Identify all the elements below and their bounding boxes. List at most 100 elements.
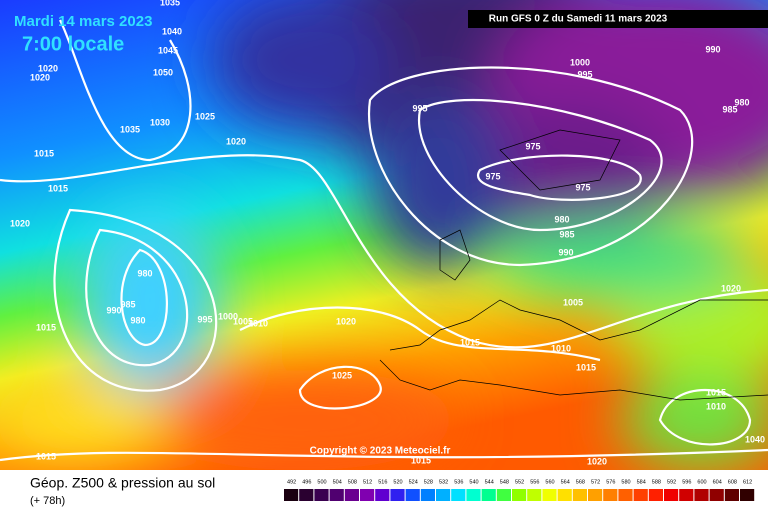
map-field bbox=[0, 0, 768, 470]
isobar-label: 980 bbox=[734, 97, 749, 107]
scale-label: 588 bbox=[652, 479, 661, 485]
scale-label: 600 bbox=[697, 479, 706, 485]
scale-label: 576 bbox=[606, 479, 615, 485]
isobar-label: 1015 bbox=[460, 337, 480, 347]
scale-swatch bbox=[679, 489, 694, 501]
scale-label: 504 bbox=[333, 479, 342, 485]
isobar-label: 985 bbox=[559, 229, 574, 239]
isobar-label: 1005 bbox=[233, 316, 253, 326]
isobar-label: 975 bbox=[575, 182, 590, 192]
scale-label: 592 bbox=[667, 479, 676, 485]
scale-swatch bbox=[390, 489, 405, 501]
scale-label: 556 bbox=[530, 479, 539, 485]
isobar-label: 1025 bbox=[195, 111, 215, 121]
isobar-label: 1020 bbox=[226, 136, 246, 146]
scale-label: 540 bbox=[469, 479, 478, 485]
scale-swatch bbox=[633, 489, 648, 501]
scale-label: 548 bbox=[500, 479, 509, 485]
scale-swatch bbox=[299, 489, 314, 501]
scale-label: 580 bbox=[621, 479, 630, 485]
isobar-label: 1010 bbox=[551, 343, 571, 353]
scale-swatch bbox=[557, 489, 572, 501]
isobars bbox=[0, 19, 768, 462]
run-info: Run GFS 0 Z du Samedi 11 mars 2023 bbox=[489, 14, 668, 25]
scale-label: 552 bbox=[515, 479, 524, 485]
scale-swatch bbox=[724, 489, 739, 501]
scale-swatch bbox=[466, 489, 481, 501]
scale-swatch bbox=[664, 489, 679, 501]
scale-label: 500 bbox=[317, 479, 326, 485]
scale-swatch bbox=[481, 489, 496, 501]
isobar-label: 975 bbox=[525, 141, 540, 151]
isobar-label: 1035 bbox=[120, 124, 140, 134]
scale-label: 512 bbox=[363, 479, 372, 485]
isobar-label: 980 bbox=[130, 315, 145, 325]
isobar-label: 1010 bbox=[248, 318, 268, 328]
isobar-label: 980 bbox=[137, 268, 152, 278]
isobar-label: 1015 bbox=[576, 362, 596, 372]
isobar-label: 1040 bbox=[745, 434, 765, 444]
isobar-label: 1025 bbox=[332, 370, 352, 380]
isobar-label: 985 bbox=[722, 104, 737, 114]
isobar-label: 1015 bbox=[706, 387, 726, 397]
scale-swatch bbox=[496, 489, 511, 501]
scale-swatch bbox=[648, 489, 663, 501]
isobar-label: 1000 bbox=[570, 57, 590, 67]
scale-label: 492 bbox=[287, 479, 296, 485]
copyright: Copyright © 2023 Meteociel.fr bbox=[310, 446, 451, 457]
scale-label: 584 bbox=[637, 479, 646, 485]
scale-swatch bbox=[588, 489, 603, 501]
scale-label: 568 bbox=[576, 479, 585, 485]
scale-swatch bbox=[512, 489, 527, 501]
scale-label: 608 bbox=[728, 479, 737, 485]
scale-label: 520 bbox=[393, 479, 402, 485]
scale-label: 516 bbox=[378, 479, 387, 485]
scale-label: 596 bbox=[682, 479, 691, 485]
isobar-label: 1005 bbox=[563, 297, 583, 307]
isobar-label: 995 bbox=[197, 314, 212, 324]
isobar-label: 1015 bbox=[34, 148, 54, 158]
scale-swatch bbox=[527, 489, 542, 501]
scale-swatch bbox=[709, 489, 724, 501]
isobar-label: 1010 bbox=[706, 401, 726, 411]
scale-swatch bbox=[740, 489, 755, 501]
run-banner bbox=[468, 10, 768, 28]
scale-swatch bbox=[451, 489, 466, 501]
scale-label: 564 bbox=[561, 479, 570, 485]
scale-label: 496 bbox=[302, 479, 311, 485]
isobar-label: 1040 bbox=[162, 26, 182, 36]
isobar-label: 1030 bbox=[150, 117, 170, 127]
scale-swatch bbox=[329, 489, 344, 501]
scale-label: 572 bbox=[591, 479, 600, 485]
isobar-label: 1015 bbox=[36, 322, 56, 332]
isobar-label: 985 bbox=[120, 299, 135, 309]
isobar-label: 1020 bbox=[38, 63, 58, 73]
isobar-label: 1020 bbox=[30, 72, 50, 82]
scale-swatch bbox=[314, 489, 329, 501]
isobar-label: 990 bbox=[558, 247, 573, 257]
isobar-label: 1015 bbox=[411, 455, 431, 465]
scale-label: 532 bbox=[439, 479, 448, 485]
color-scale: 492 496 500 504 508 512 516 520 524 528 532 536 540 5… bbox=[284, 479, 755, 501]
scale-swatch bbox=[344, 489, 359, 501]
isobar-label: 990 bbox=[705, 44, 720, 54]
isobar-label: 1050 bbox=[153, 67, 173, 77]
scale-swatch bbox=[420, 489, 435, 501]
isobar-label: 1045 bbox=[158, 45, 178, 55]
scale-label: 528 bbox=[424, 479, 433, 485]
isobar-label: 1020 bbox=[336, 316, 356, 326]
isobar-label: 1000 bbox=[218, 311, 238, 321]
isobar-label: 975 bbox=[485, 171, 500, 181]
footer-lead: (+ 78h) bbox=[30, 495, 65, 507]
isobar-label: 1020 bbox=[587, 456, 607, 466]
coastlines bbox=[379, 129, 768, 401]
scale-swatch bbox=[542, 489, 557, 501]
isobar-label: 1020 bbox=[10, 218, 30, 228]
scale-swatch bbox=[405, 489, 420, 501]
isobar-label: 1020 bbox=[721, 283, 741, 293]
scale-label: 612 bbox=[743, 479, 752, 485]
forecast-time: 7:00 locale bbox=[22, 33, 124, 55]
footer-title: Géop. Z500 & pression au sol bbox=[30, 475, 215, 491]
